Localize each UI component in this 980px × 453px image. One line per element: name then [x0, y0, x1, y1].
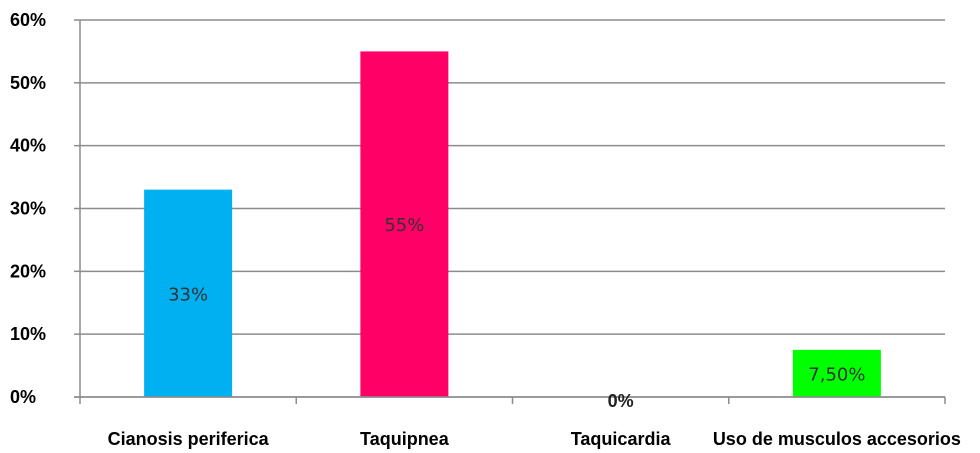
y-tick-label: 30%: [10, 199, 46, 219]
data-label: 7,50%: [808, 364, 865, 385]
y-axis-ticks: 0% 10% 20% 30% 40% 50% 60%: [10, 10, 81, 407]
x-tick-label: Taquipnea: [360, 429, 450, 449]
x-axis: [74, 396, 946, 404]
x-tick-label: Cianosis periferica: [108, 429, 270, 449]
y-tick-label: 60%: [10, 10, 46, 30]
y-tick-label: 0%: [10, 387, 36, 407]
x-tick-label: Taquicardia: [571, 429, 672, 449]
data-label: 0%: [608, 391, 634, 411]
x-axis-labels: Cianosis periferica Taquipnea Taquicardia U…: [108, 429, 961, 449]
y-tick-label: 20%: [10, 261, 46, 281]
bar: [360, 51, 449, 398]
y-tick-label: 10%: [10, 324, 46, 344]
bar: [144, 189, 233, 397]
y-tick-label: 40%: [10, 136, 46, 156]
bar: [792, 349, 881, 397]
bars: [144, 51, 881, 398]
data-label: 55%: [384, 215, 424, 236]
x-tick-label: Uso de musculos accesorios: [713, 429, 961, 449]
data-labels: 33% 55% 0% 7,50%: [168, 215, 865, 411]
y-tick-label: 50%: [10, 73, 46, 93]
data-label: 33%: [168, 284, 208, 305]
